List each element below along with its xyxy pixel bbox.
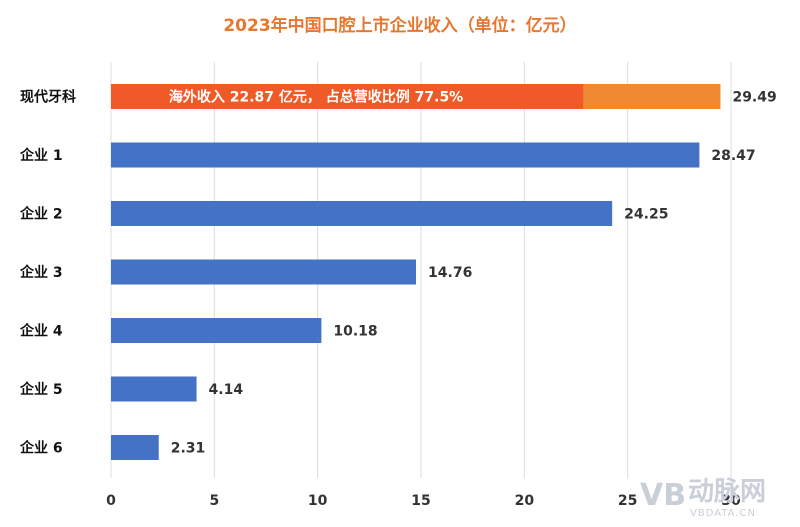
bar-5	[111, 376, 197, 402]
x-tick-label-10: 10	[308, 493, 328, 509]
category-label-0: 现代牙科	[20, 89, 76, 106]
watermark-logo: VB 动脉网 VBDATA.CN	[640, 477, 766, 519]
x-tick-label-20: 20	[515, 493, 535, 509]
category-label-5: 企业 5	[19, 381, 63, 398]
x-tick-label-15: 15	[411, 493, 430, 509]
x-tick-label-30: 30	[721, 493, 741, 509]
bar-2	[111, 201, 613, 226]
category-label-2: 企业 2	[19, 206, 63, 223]
bar-segment-0-0	[111, 84, 584, 109]
category-label-4: 企业 4	[19, 323, 63, 340]
bar-1	[111, 142, 700, 168]
value-label-3: 14.76	[428, 265, 472, 281]
bar-annotation: 海外收入 22.87 亿元， 占总营收比例 77.5%	[169, 89, 463, 106]
value-label-0: 29.49	[732, 90, 776, 106]
x-tick-label-25: 25	[618, 493, 637, 509]
bar-3	[111, 259, 417, 285]
watermark-name: 动脉网	[688, 477, 766, 507]
category-label-3: 企业 3	[19, 264, 63, 281]
watermark-site: VBDATA.CN	[690, 508, 756, 519]
bars	[111, 84, 721, 460]
chart-title: 2023年中国口腔上市企业收入（单位：亿元）	[223, 15, 576, 36]
bar-6	[111, 435, 159, 460]
value-label-1: 28.47	[711, 148, 755, 164]
value-label-6: 2.31	[171, 441, 206, 457]
watermark-mark: VB	[640, 478, 686, 513]
labels: 0 5 10 15 20 25 30 现代牙科 海外收入 22.87 亿元， 占总营收比例 77…	[19, 89, 777, 510]
bar-4	[111, 318, 322, 343]
x-tick-label-5: 5	[209, 493, 219, 509]
value-label-2: 24.25	[624, 207, 668, 223]
bar-segment-1-0	[583, 84, 721, 109]
category-label-6: 企业 6	[19, 440, 63, 457]
category-label-1: 企业 1	[19, 147, 63, 164]
value-label-4: 10.18	[333, 324, 377, 340]
x-tick-label-0: 0	[106, 493, 116, 509]
value-label-5: 4.14	[209, 382, 244, 398]
